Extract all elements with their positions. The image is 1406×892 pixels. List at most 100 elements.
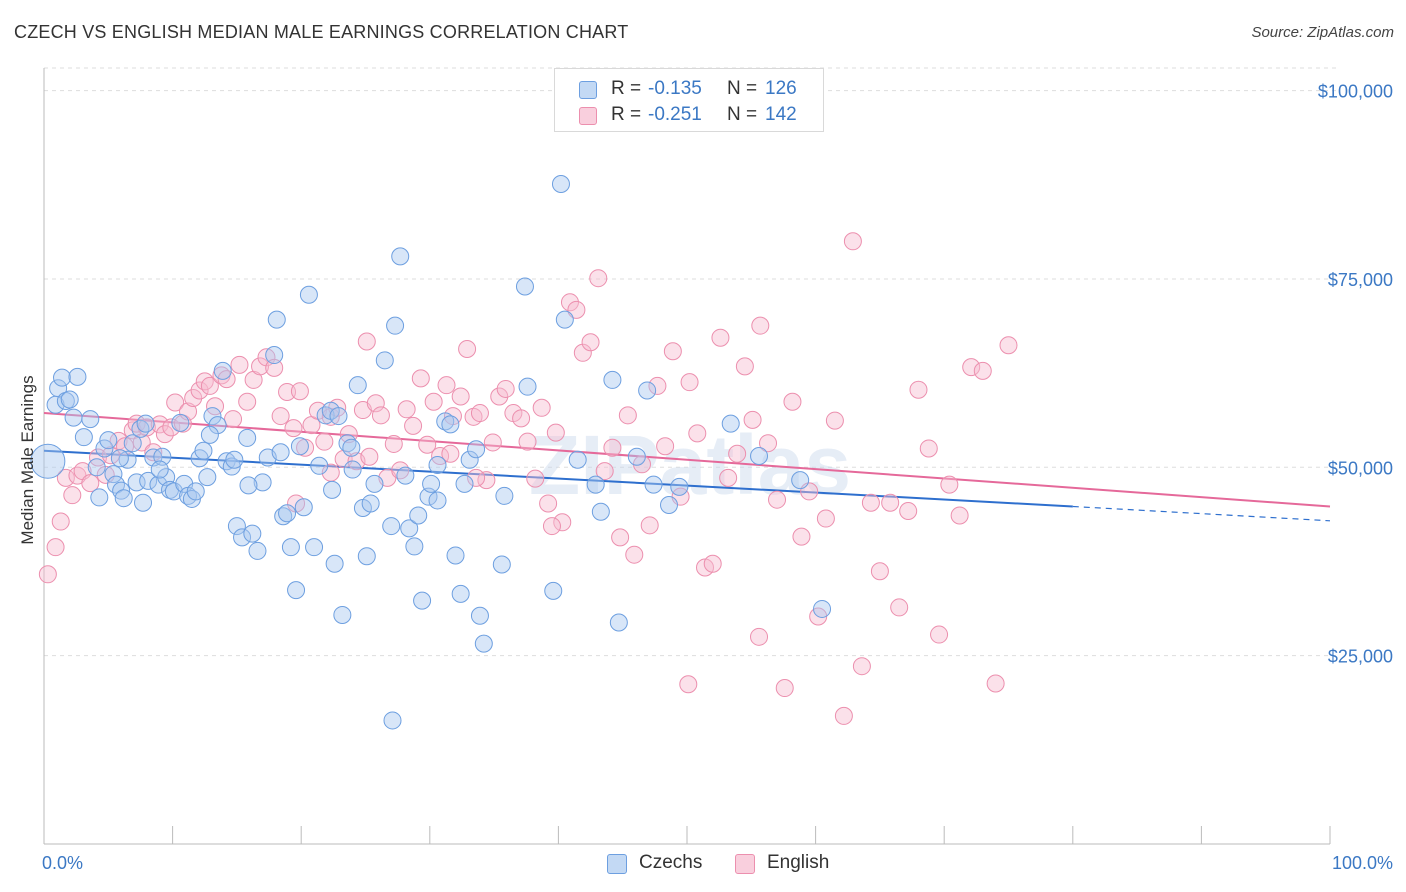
czech-point [428, 491, 447, 510]
czech-point [644, 475, 663, 494]
watermark: ZIPatlas [529, 418, 851, 512]
czech-point [294, 498, 313, 517]
czech-point [515, 277, 534, 296]
czech-point [451, 584, 470, 603]
czech-point [60, 390, 79, 409]
english-point [940, 475, 959, 494]
czech-point [81, 410, 100, 429]
czech-point [586, 475, 605, 494]
czech-points [30, 175, 832, 730]
english-point [155, 425, 174, 444]
czechs-swatch [579, 81, 597, 99]
axes [43, 68, 1331, 845]
czech-point [87, 458, 106, 477]
czech-point [107, 475, 126, 494]
english-point [852, 657, 871, 676]
czech-point [68, 367, 87, 386]
czech-point [305, 538, 324, 557]
czech-point [253, 473, 272, 492]
czech-point [396, 466, 415, 485]
czech-point [323, 480, 342, 499]
czech-point [383, 711, 402, 730]
czech-point [603, 370, 622, 389]
english-point [271, 407, 290, 426]
english-point [751, 316, 770, 335]
czech-point [186, 482, 205, 501]
english-point [834, 706, 853, 725]
czech-point [455, 474, 474, 493]
english-point [816, 509, 835, 528]
english-point [881, 493, 900, 512]
czech-point [114, 489, 133, 508]
english-point [63, 486, 82, 505]
english-point [640, 516, 659, 535]
czechs-trend-extension [1072, 505, 1331, 522]
y-tick-label: $75,000 [1328, 270, 1393, 290]
czech-point [591, 502, 610, 521]
english-trend-line [43, 412, 1331, 508]
czech-point [568, 450, 587, 469]
english-point [743, 410, 762, 429]
czech-point [95, 439, 114, 458]
english-point [999, 336, 1018, 355]
english-point [542, 517, 561, 536]
english-point [962, 358, 981, 377]
czech-point [233, 528, 252, 547]
czech-point [413, 591, 432, 610]
czech-point [134, 493, 153, 512]
czech-point [441, 415, 460, 434]
english-point [768, 490, 787, 509]
czech-point [118, 450, 137, 469]
czech-point [74, 428, 93, 447]
english-point [184, 388, 203, 407]
czech-point [139, 471, 158, 490]
czech-point [460, 450, 479, 469]
czech-point [386, 316, 405, 335]
y-tick-label: $25,000 [1328, 647, 1393, 667]
english-point [224, 410, 243, 429]
english-point [870, 562, 889, 581]
english-point [411, 369, 430, 388]
english-point [162, 418, 181, 437]
czech-point [329, 407, 348, 426]
y-tick-labels: $25,000 $50,000 $75,000 $100,000 [1318, 82, 1393, 667]
english-point [986, 674, 1005, 693]
english-point [603, 438, 622, 457]
czechs-swatch [607, 854, 627, 874]
czech-point [299, 285, 318, 304]
english-point [217, 370, 236, 389]
english-point [38, 565, 57, 584]
r-label: R = [611, 78, 642, 99]
english-point [278, 382, 297, 401]
english-point [404, 416, 423, 435]
czech-point [149, 475, 168, 494]
english-point [451, 387, 470, 406]
czech-point [365, 474, 384, 493]
czech-point [123, 434, 142, 453]
czech-point [361, 494, 380, 513]
english-point [81, 474, 100, 493]
english-point [759, 434, 778, 453]
czech-point [127, 473, 146, 492]
english-point [483, 433, 502, 452]
english-point [950, 506, 969, 525]
czech-point [194, 441, 213, 460]
english-point [539, 494, 558, 513]
english-point [251, 357, 270, 376]
czech-point [265, 346, 284, 365]
czech-point [400, 519, 419, 538]
czech-point [239, 476, 258, 495]
english-point [366, 394, 385, 413]
english-point [496, 379, 515, 398]
czech-point [638, 381, 657, 400]
english-point [573, 343, 592, 362]
english-swatch [579, 107, 597, 125]
czech-point [551, 175, 570, 194]
r-label: R = [611, 104, 642, 125]
czech-point [609, 613, 628, 632]
czech-point [136, 414, 155, 433]
trend-lines [43, 412, 1331, 522]
n-label: N = [727, 78, 758, 99]
czech-point [342, 438, 361, 457]
english-point [843, 232, 862, 251]
